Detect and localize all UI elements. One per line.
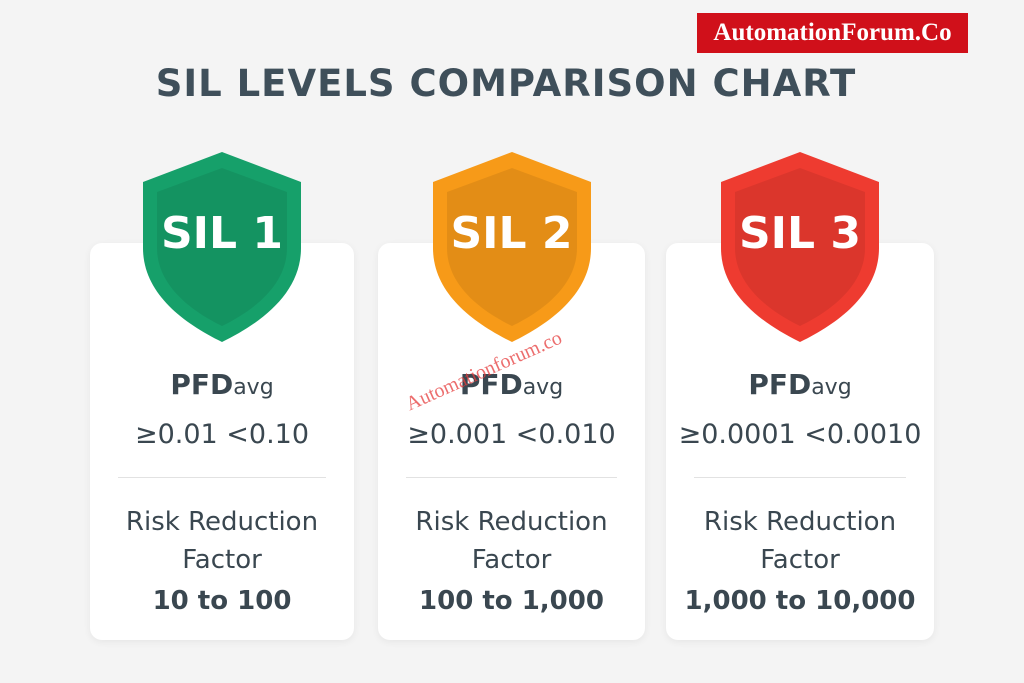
pfd-sub: avg: [811, 375, 852, 400]
rrf-value: 100 to 1,000: [419, 586, 604, 616]
rrf-label-line: Factor: [182, 545, 262, 575]
sil-badge: SIL 1: [160, 208, 284, 259]
title: SIL LEVELS COMPARISON CHART: [155, 62, 857, 105]
pfd-label: PFDavg: [666, 368, 934, 401]
rrf-label: Risk Reduction Factor: [90, 503, 354, 579]
shield-inner: [157, 168, 287, 326]
shield: SIL 1: [139, 150, 305, 344]
divider: [118, 477, 326, 478]
pfd-main: PFD: [748, 368, 812, 401]
pfd-main: PFD: [459, 368, 523, 401]
shield-inner: [446, 168, 577, 326]
rrf-value: 10 to 100: [152, 586, 292, 616]
pfd-label: PFDavg: [90, 368, 354, 401]
rrf-label-line: Risk Reduction: [703, 507, 897, 537]
pfd-range: ≥0.0001 <0.0010: [678, 419, 922, 450]
shield: SIL 2: [429, 150, 595, 344]
pfd-sub: avg: [522, 375, 564, 400]
shield: SIL 3: [717, 150, 883, 344]
shield-outer: [143, 152, 301, 342]
shield-outer: [432, 152, 591, 342]
shield-shape: [143, 152, 301, 342]
rrf-label-line: Factor: [471, 545, 552, 575]
sil-badge: SIL 2: [450, 208, 573, 259]
rrf-label-line: Factor: [760, 545, 840, 575]
pfd-range: ≥0.001 <0.010: [407, 419, 616, 450]
pfd-sub: avg: [233, 375, 274, 400]
rrf-label-line: Risk Reduction: [125, 507, 319, 537]
divider: [406, 477, 617, 478]
pfd-range: ≥0.01 <0.10: [134, 419, 310, 450]
rrf-label: Risk Reduction Factor: [378, 503, 645, 579]
pfd-label: PFDavg: [378, 368, 645, 401]
shield-outer: [721, 152, 879, 342]
rrf-value: 1,000 to 10,000: [684, 586, 916, 616]
rrf-label-line: Risk Reduction: [415, 507, 608, 537]
divider: [694, 477, 906, 478]
shield-shape: [721, 152, 879, 342]
brand-badge: AutomationForum.Co: [697, 13, 968, 53]
shield-shape: [432, 152, 591, 342]
sil-badge: SIL 3: [738, 208, 862, 259]
rrf-label: Risk Reduction Factor: [666, 503, 934, 579]
pfd-main: PFD: [170, 368, 234, 401]
shield-inner: [735, 168, 865, 326]
